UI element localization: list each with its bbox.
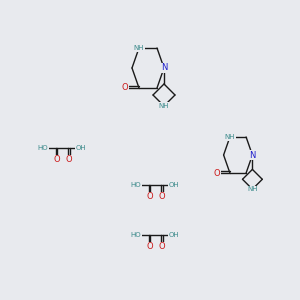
Text: O: O: [159, 192, 165, 201]
Text: O: O: [53, 155, 60, 164]
Text: NH: NH: [225, 134, 235, 140]
Text: O: O: [66, 155, 72, 164]
Text: NH: NH: [159, 103, 169, 109]
Text: O: O: [159, 242, 165, 251]
Text: O: O: [122, 83, 128, 92]
Text: O: O: [214, 169, 220, 178]
Text: O: O: [146, 242, 153, 251]
Text: HO: HO: [131, 232, 141, 238]
Text: N: N: [161, 64, 167, 73]
Text: N: N: [249, 151, 256, 160]
Text: OH: OH: [169, 232, 179, 238]
Text: HO: HO: [131, 182, 141, 188]
Text: HO: HO: [38, 145, 48, 151]
Text: NH: NH: [134, 45, 144, 51]
Text: OH: OH: [76, 145, 86, 151]
Text: O: O: [146, 192, 153, 201]
Text: OH: OH: [169, 182, 179, 188]
Text: NH: NH: [247, 186, 258, 192]
